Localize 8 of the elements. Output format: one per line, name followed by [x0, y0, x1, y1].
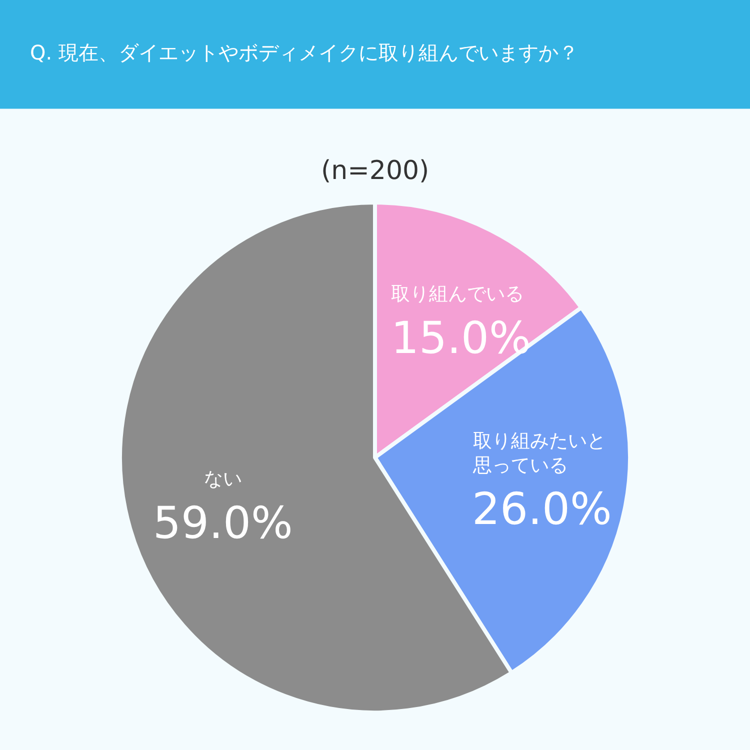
data-label: 15.0% [391, 313, 531, 364]
chart-title: Q. 現在、ダイエットやボディメイクに取り組んでいますか？ [30, 40, 578, 64]
data-label: 59.0% [153, 498, 293, 549]
data-label: 26.0% [472, 484, 612, 535]
chart-subtitle: (n=200) [321, 156, 430, 186]
slice-label: ない [204, 468, 242, 490]
slice-label: 取り組みたいと思っている [472, 430, 606, 477]
slice-label: 取り組んでいる [391, 283, 524, 305]
